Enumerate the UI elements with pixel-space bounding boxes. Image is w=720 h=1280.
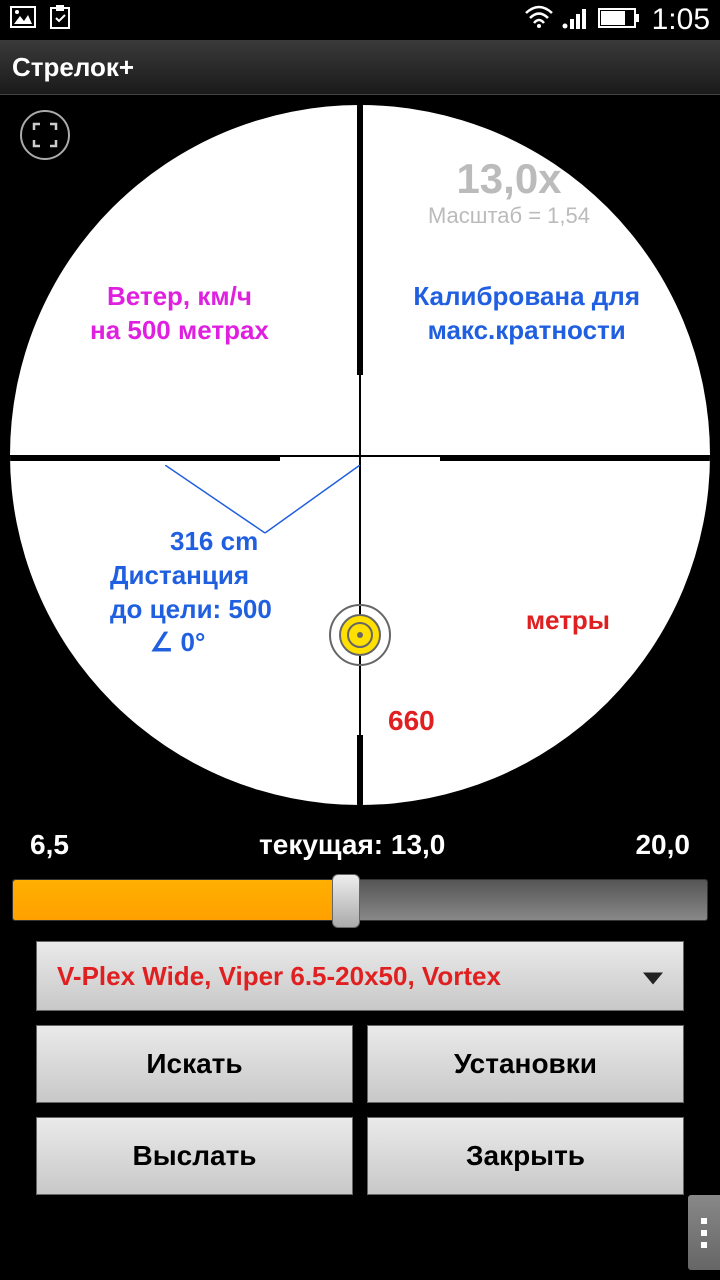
distance-label[interactable]: 316 cm Дистанция до цели: 500 ∠ 0° [110,525,272,660]
reticle-view[interactable]: 13,0x Масштаб = 1,54 Ветер, км/ч на 500 … [0,95,720,815]
slider-thumb[interactable] [332,874,360,928]
scope-circle: 13,0x Масштаб = 1,54 Ветер, км/ч на 500 … [10,105,710,805]
crosshair-left-thick [10,455,280,461]
wind-label[interactable]: Ветер, км/ч на 500 метрах [90,280,269,348]
wifi-icon [524,5,554,36]
target-marker [325,600,395,675]
crosshair-left-thin [280,455,360,457]
dropdown-selected: V-Plex Wide, Viper 6.5-20x50, Vortex [57,961,501,992]
slider-min: 6,5 [30,829,69,861]
crosshair-top-thin [359,375,361,455]
zoom-scale: Масштаб = 1,54 [428,203,590,229]
calibration-label[interactable]: Калибрована для макс.кратности [413,280,640,348]
slider-labels: 6,5 текущая: 13,0 20,0 [0,815,720,869]
app-header: Стрелок+ [0,40,720,95]
slider-current: текущая: 13,0 [259,829,445,861]
metry-label[interactable]: метры [526,605,610,636]
close-button[interactable]: Закрыть [367,1117,684,1195]
picture-icon [10,4,36,37]
zoom-display: 13,0x Масштаб = 1,54 [428,155,590,229]
crosshair-top-thick [357,105,363,375]
search-button[interactable]: Искать [36,1025,353,1103]
zoom-value: 13,0x [428,155,590,203]
range-marker: 660 [388,705,435,737]
status-bar: 1:05 [0,0,720,40]
slider-fill [13,880,346,920]
crosshair-right-thin [360,455,440,457]
scope-dropdown[interactable]: V-Plex Wide, Viper 6.5-20x50, Vortex [36,941,684,1011]
send-button[interactable]: Выслать [36,1117,353,1195]
status-time: 1:05 [652,3,710,37]
chevron-down-icon [643,961,663,992]
crosshair-right-thick [440,455,710,461]
slider-max: 20,0 [635,829,690,861]
settings-button[interactable]: Установки [367,1025,684,1103]
fullscreen-icon [32,122,58,148]
zoom-slider[interactable] [0,869,720,941]
clipboard-icon [48,4,72,37]
app-title: Стрелок+ [12,52,134,83]
overflow-menu-button[interactable] [688,1195,720,1270]
signal-icon [562,5,590,36]
crosshair-bottom-thick [357,735,363,805]
battery-icon [598,5,640,36]
fullscreen-button[interactable] [20,110,70,160]
